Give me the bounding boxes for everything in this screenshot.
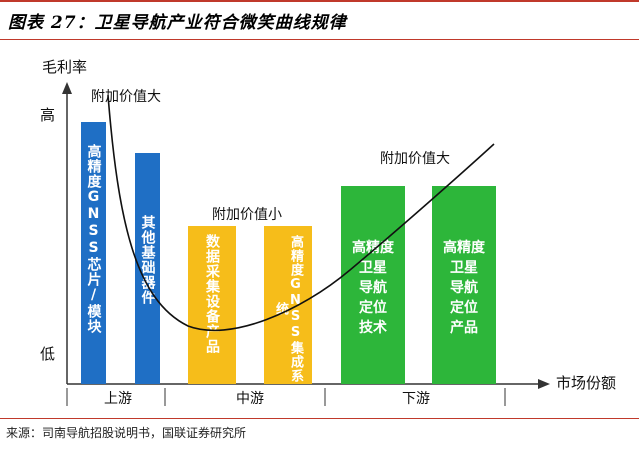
footer-rule — [0, 418, 639, 419]
y-axis-arrow — [62, 82, 72, 94]
bar-other-devices: 其他基础器件 — [135, 153, 160, 384]
bar-data-collection: 数据采集设备产品 — [188, 226, 236, 384]
bar-gnss-chip: 高精度GNSS芯片/模块 — [81, 122, 106, 384]
y-axis-low-label: 低 — [40, 345, 56, 363]
smile-curve-path — [107, 94, 495, 332]
title-bar: 图表 27：卫星导航产业符合微笑曲线规律 — [0, 0, 639, 40]
bar-nav-tech-label: 高精度 卫星 导航 定位 技术 — [352, 240, 394, 336]
segment-midstream: 中游 — [236, 391, 264, 407]
page-title: 图表 27：卫星导航产业符合微笑曲线规律 — [8, 13, 347, 33]
annotation-downstream-value: 附加价值大 — [380, 151, 450, 167]
segment-upstream: 上游 — [104, 391, 132, 407]
annotation-upstream-value: 附加价值大 — [91, 89, 161, 105]
source-note: 来源：司南导航招股说明书，国联证券研究所 — [6, 426, 247, 440]
bar-nav-tech: 高精度 卫星 导航 定位 技术 — [341, 186, 405, 384]
segment-downstream: 下游 — [402, 391, 430, 407]
x-axis-label: 市场份额 — [556, 374, 617, 392]
annotation-midstream-value: 附加价值小 — [212, 207, 282, 223]
x-axis-arrow — [538, 379, 550, 389]
bar-other-devices-label: 其他基础器件 — [139, 215, 156, 305]
bar-gnss-system: 高精度GNSS集成系统 — [264, 226, 312, 384]
y-axis-high-label: 高 — [40, 106, 56, 124]
bar-nav-product: 高精度 卫星 导航 定位 产品 — [432, 186, 496, 384]
bar-data-collection-label: 数据采集设备产品 — [204, 234, 220, 354]
bar-nav-product-label: 高精度 卫星 导航 定位 产品 — [443, 240, 485, 336]
y-axis-label: 毛利率 — [42, 58, 88, 76]
bar-gnss-chip-label: 高精度GNSS芯片/模块 — [85, 144, 102, 334]
